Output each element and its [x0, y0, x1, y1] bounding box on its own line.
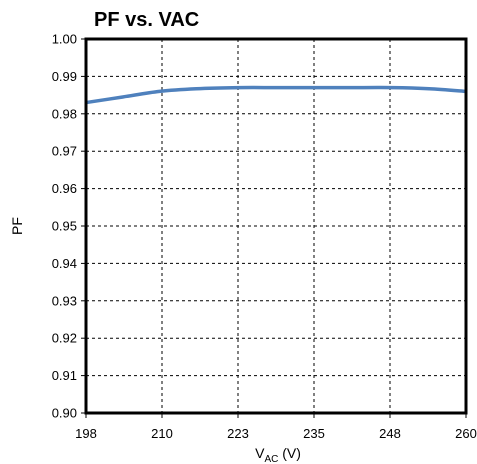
y-tick-label: 0.94: [52, 256, 77, 271]
y-tick-label: 0.97: [52, 144, 77, 159]
x-tick-label: 260: [455, 426, 477, 441]
y-tick-label: 0.96: [52, 181, 77, 196]
chart-title: PF vs. VAC: [94, 9, 199, 31]
y-tick-label: 0.90: [52, 406, 77, 421]
y-tick-label: 0.98: [52, 106, 77, 121]
y-tick-labels: 0.90 0.91 0.92 0.93 0.94 0.95 0.96 0.97 0.98 0.99…: [52, 32, 86, 421]
y-axis-label: PF: [9, 217, 25, 235]
y-tick-label: 0.93: [52, 293, 77, 308]
y-tick-label: 0.91: [52, 368, 77, 383]
x-tick-labels: 198 210 223 235 248 260: [75, 413, 477, 441]
x-axis-label-main: V: [255, 445, 265, 461]
x-tick-label: 210: [151, 426, 173, 441]
series-layer: [85, 85, 467, 105]
x-tick-label: 248: [379, 426, 401, 441]
y-tick-label: 0.95: [52, 219, 77, 234]
y-tick-label: 0.99: [52, 69, 77, 84]
grid-lines: [86, 39, 466, 413]
y-tick-label: 1.00: [52, 32, 77, 47]
pf-series-line: [85, 85, 467, 105]
x-tick-label: 198: [75, 426, 97, 441]
x-axis-label-subscript: AC: [264, 454, 278, 464]
x-tick-label: 223: [227, 426, 249, 441]
y-tick-label: 0.92: [52, 331, 77, 346]
x-axis-label: VAC (V): [255, 445, 301, 464]
x-tick-label: 235: [303, 426, 325, 441]
x-axis-label-suffix: (V): [278, 445, 301, 461]
